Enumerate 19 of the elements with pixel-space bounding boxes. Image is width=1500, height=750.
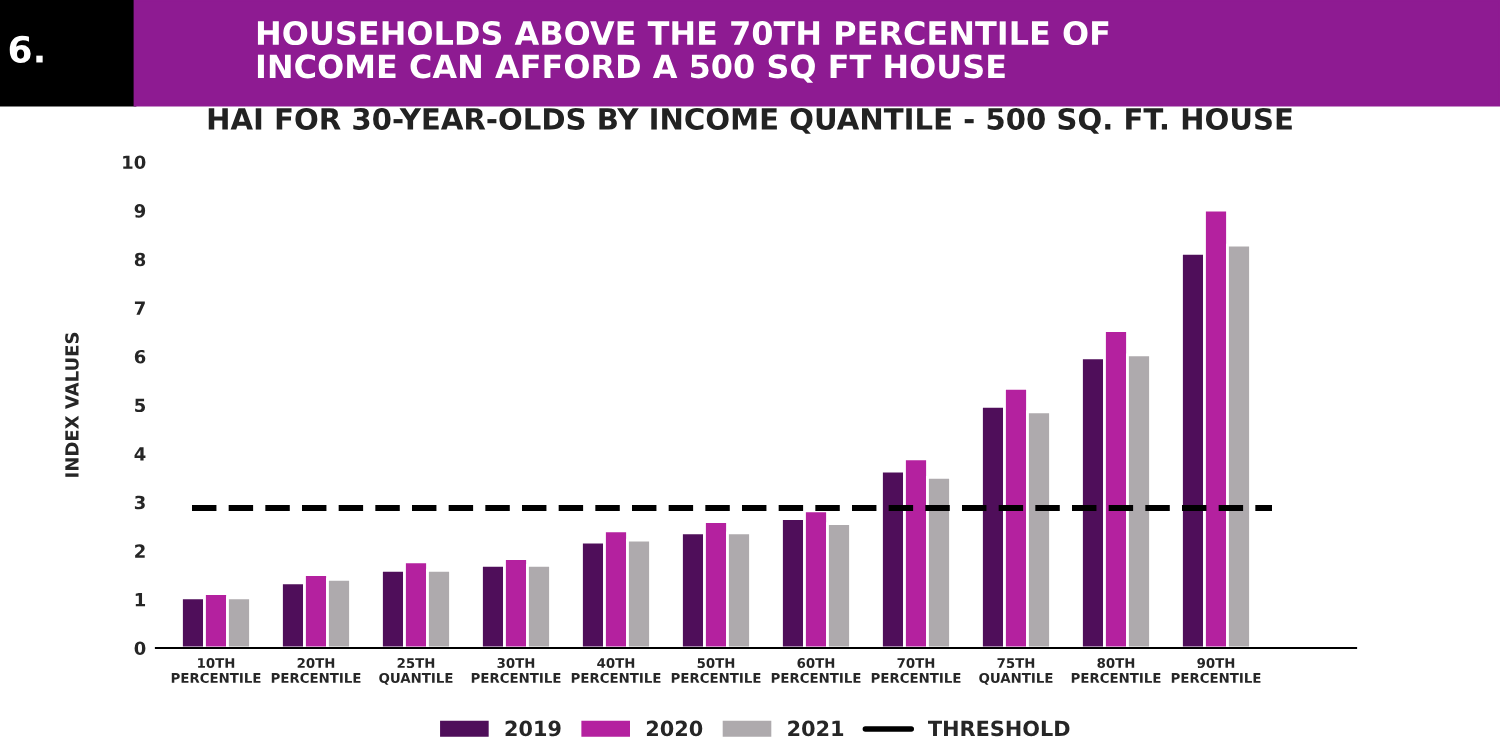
y-tick-label: 9	[134, 204, 146, 218]
y-tick-label: 7	[134, 301, 145, 315]
y-tick-label: 10	[123, 155, 146, 170]
chart-title: HOUSEHOLDS ABOVE THE 70TH PERCENTILE OF INCOME CAN AFFORD A 500 SQ FT HOUSE	[257, 20, 1109, 83]
y-tick-label: 5	[135, 398, 146, 413]
y-tick-label: 2	[135, 544, 145, 558]
y-tick-label: 4	[134, 447, 146, 461]
legend-label: 2021	[788, 720, 844, 737]
y-tick-label: 0	[134, 641, 146, 656]
chart-subtitle: HAI FOR 30-YEAR-OLDS BY INCOME QUANTILE - 500 SQ. FT. HOUSE	[208, 107, 1292, 134]
text: 6.	[9, 35, 43, 63]
y-axis-title: INDEX VALUES	[65, 332, 79, 477]
legend-label: 2019	[505, 720, 561, 737]
legend-label: 2020	[646, 720, 703, 737]
y-tick-label: 6	[134, 349, 146, 364]
legend-label: THRESHOLD	[928, 720, 1070, 737]
y-tick-label: 8	[134, 252, 146, 267]
y-tick-label: 3	[134, 495, 145, 510]
y-tick-label: 1	[135, 593, 146, 607]
